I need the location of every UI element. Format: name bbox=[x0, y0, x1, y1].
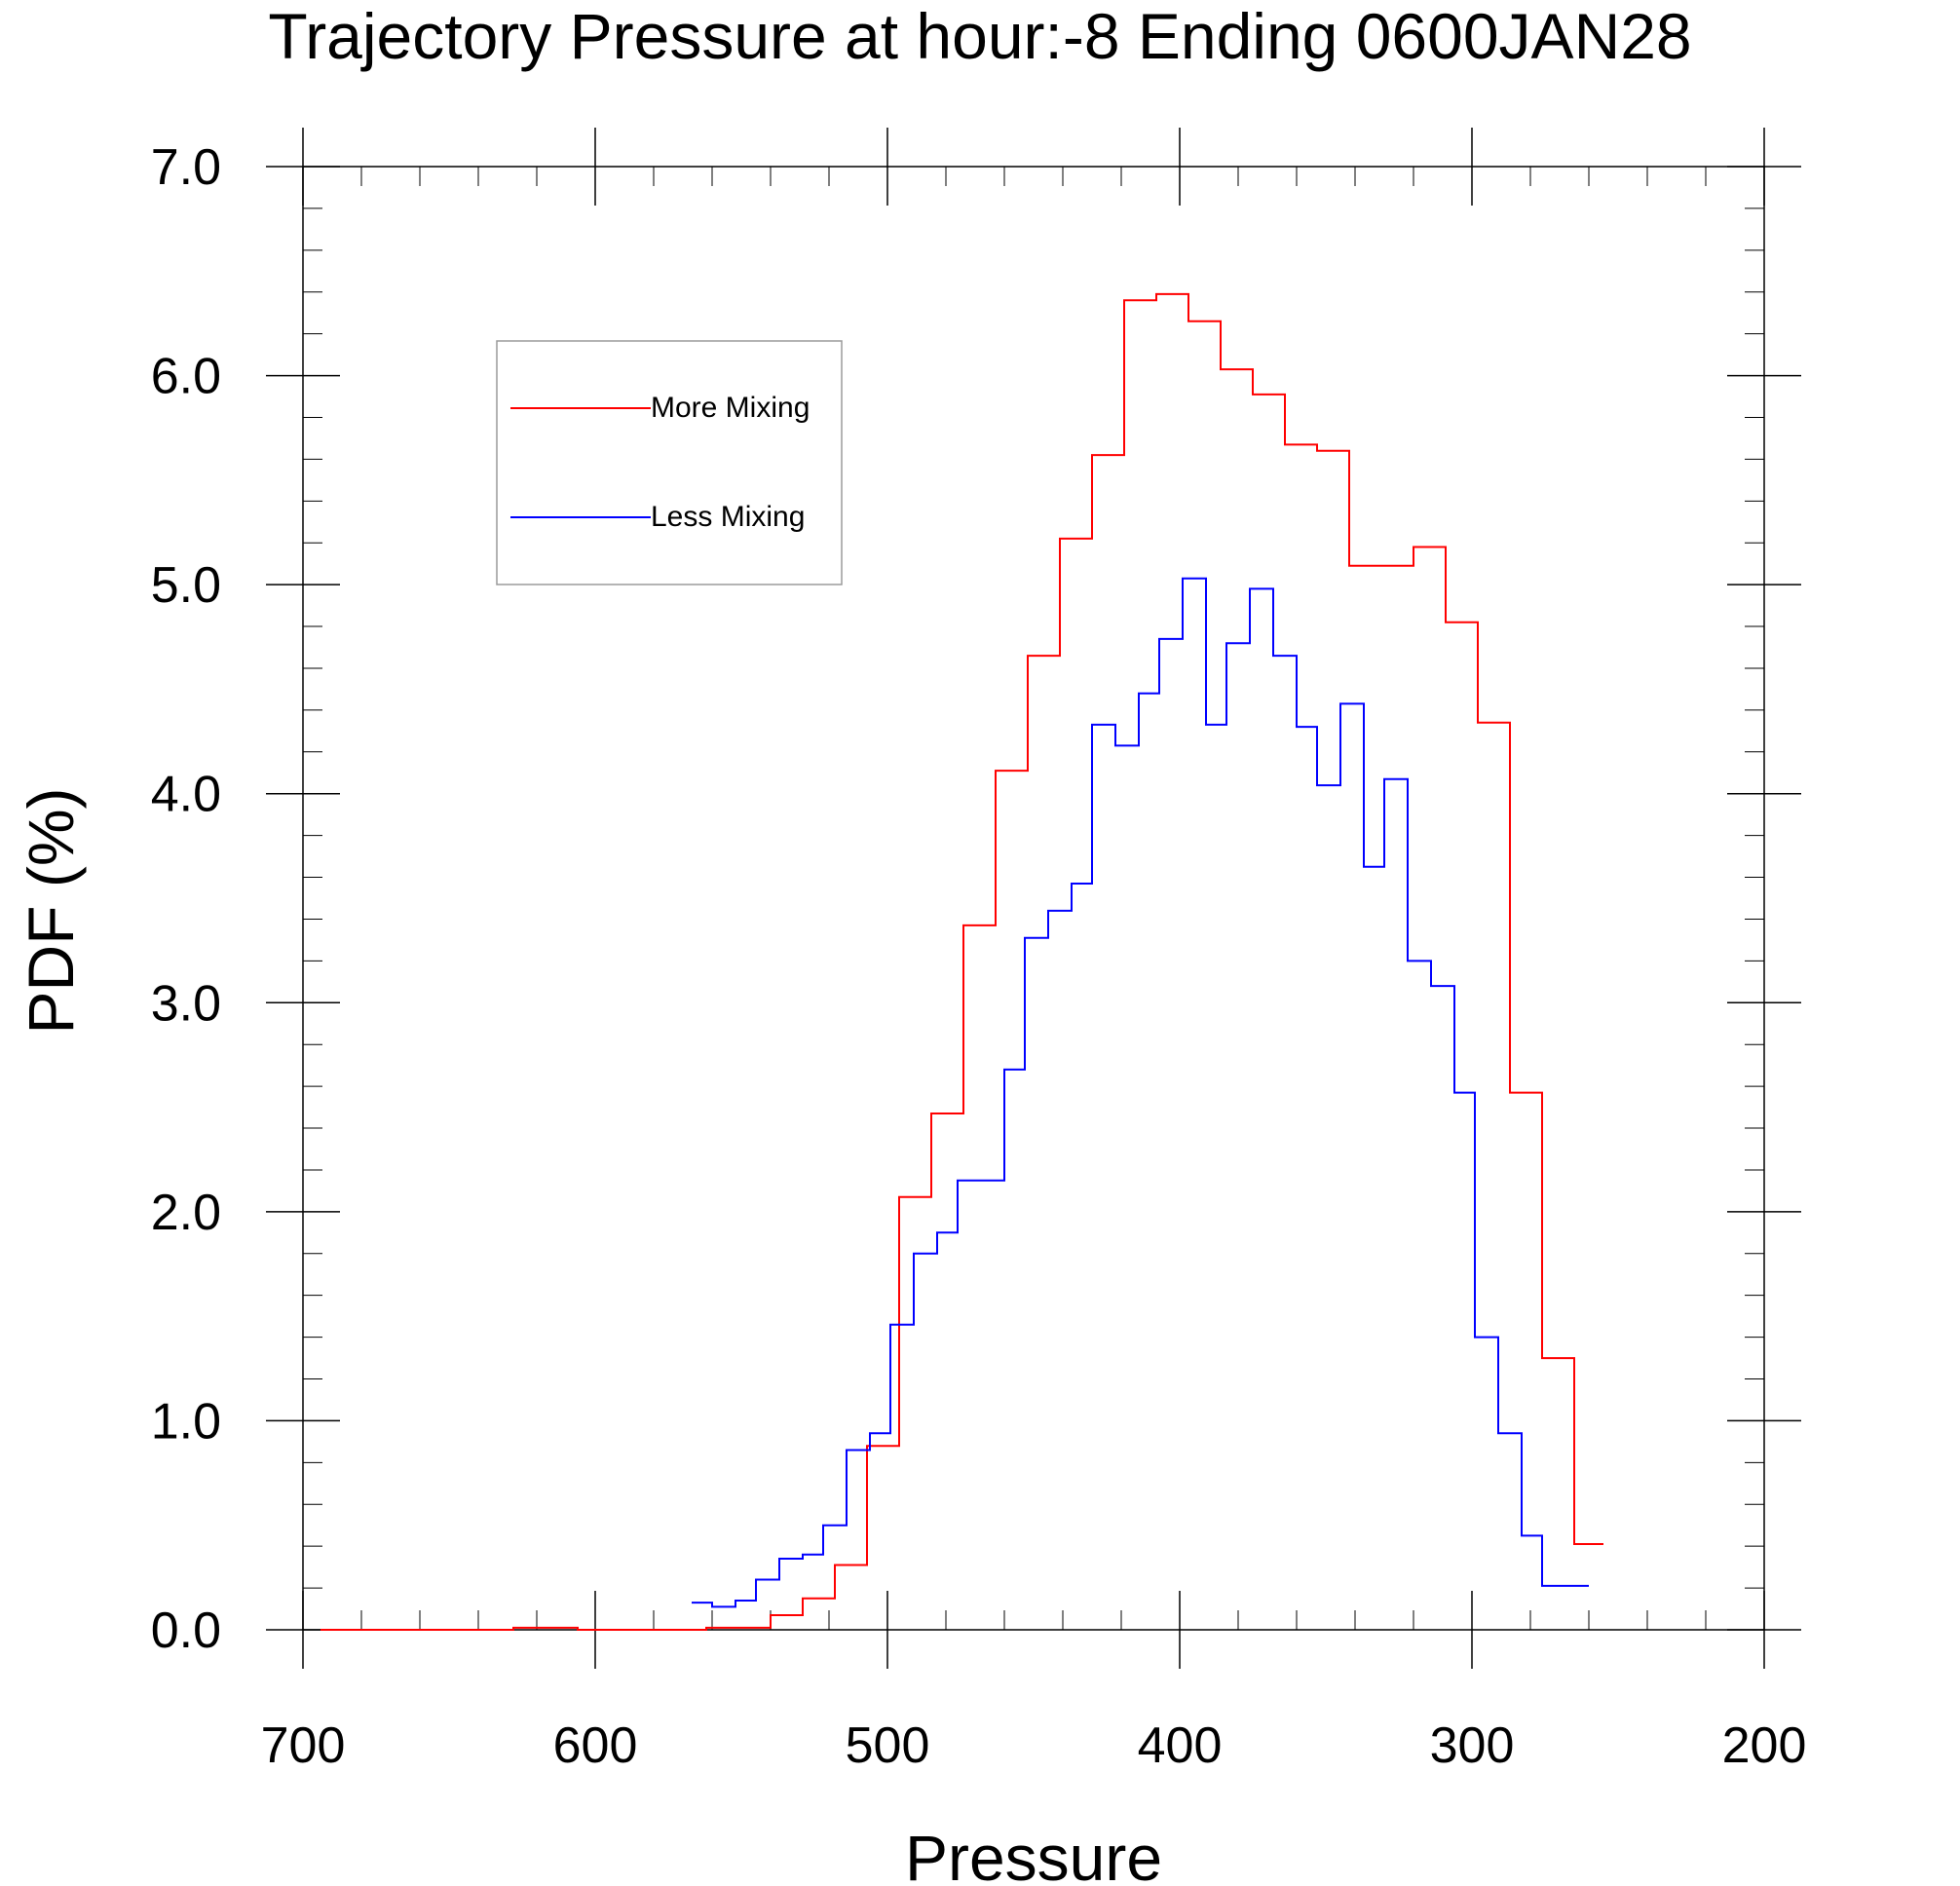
legend: More Mixing Less Mixing bbox=[496, 340, 843, 585]
y-tick-label: 1.0 bbox=[151, 1393, 221, 1450]
y-tick-label: 5.0 bbox=[151, 557, 221, 614]
x-tick-label: 700 bbox=[261, 1717, 346, 1774]
legend-box bbox=[496, 340, 843, 585]
legend-label-more-mixing: More Mixing bbox=[651, 392, 810, 424]
y-tick-label: 4.0 bbox=[151, 767, 221, 823]
series-line-less-mixing bbox=[692, 577, 1589, 1608]
y-tick-label: 7.0 bbox=[151, 139, 221, 196]
x-tick-label: 400 bbox=[1138, 1717, 1223, 1774]
y-tick-label: 2.0 bbox=[151, 1185, 221, 1241]
legend-label-less-mixing: Less Mixing bbox=[651, 501, 805, 533]
axis-tick-labels: 700 600 500 400 300 200 0.0 1.0 2.0 3.0 4.0 5.0 6.0 7… bbox=[151, 139, 1807, 1774]
x-tick-label: 300 bbox=[1430, 1717, 1515, 1774]
y-tick-label: 0.0 bbox=[151, 1603, 221, 1659]
x-tick-label: 200 bbox=[1722, 1717, 1807, 1774]
x-axis-label: Pressure bbox=[905, 1822, 1162, 1886]
plot-frame bbox=[302, 166, 1765, 1631]
axis-ticks bbox=[266, 128, 1801, 1669]
y-axis-label: PDF (%) bbox=[15, 788, 87, 1035]
plot-area-border bbox=[302, 166, 1765, 1631]
chart-title: Trajectory Pressure at hour:-8 Ending 06… bbox=[268, 0, 1691, 72]
series-line-more-mixing bbox=[320, 292, 1603, 1631]
y-tick-label: 6.0 bbox=[151, 349, 221, 405]
y-tick-label: 3.0 bbox=[151, 975, 221, 1032]
x-tick-label: 600 bbox=[553, 1717, 638, 1774]
series-lines bbox=[320, 292, 1603, 1631]
x-tick-label: 500 bbox=[846, 1717, 930, 1774]
